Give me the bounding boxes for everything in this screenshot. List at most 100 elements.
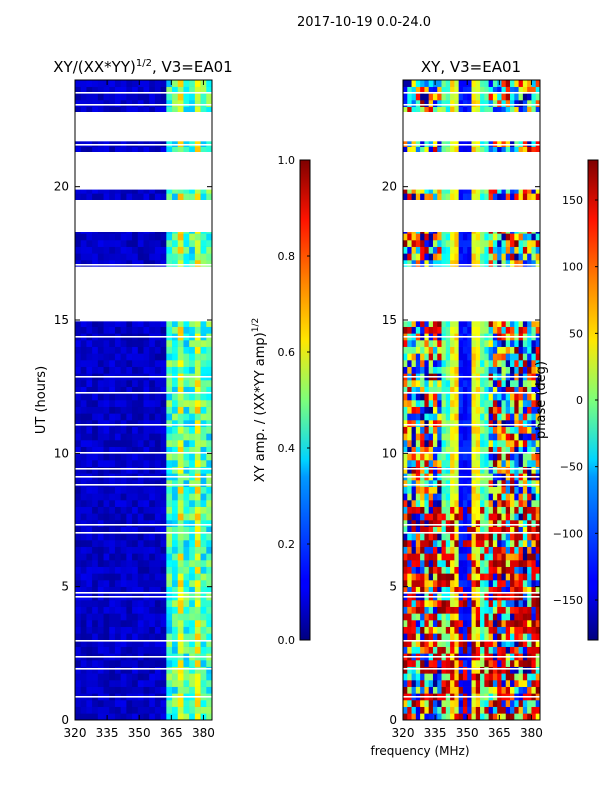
phase-cell [445, 713, 451, 720]
phase-cell [450, 553, 455, 561]
amplitude-cell [189, 666, 196, 674]
amplitude-cell [177, 406, 184, 414]
phase-cell [514, 186, 519, 194]
amplitude-cell [189, 260, 196, 267]
phase-cell [518, 186, 524, 194]
amplitude-cell [80, 706, 87, 714]
amplitude-cell [126, 640, 133, 647]
phase-cell [403, 480, 408, 487]
phase-cell [518, 340, 524, 347]
phase-cell [480, 486, 485, 494]
phase-cell [415, 673, 421, 681]
phase-cell [522, 646, 528, 654]
amplitude-cell [177, 240, 184, 247]
amplitude-cell [143, 626, 150, 634]
phase-cell [432, 600, 438, 607]
amplitude-cell [126, 453, 133, 461]
phase-cell [445, 433, 451, 441]
phase-cell [518, 566, 524, 574]
amplitude-cell [137, 686, 144, 694]
phase-cell [501, 586, 507, 594]
phase-cell [420, 606, 425, 614]
amplitude-heatmap [75, 80, 212, 720]
amplitude-cell [126, 240, 133, 247]
amplitude-cell [200, 540, 207, 547]
phase-cell [458, 600, 464, 607]
phase-cell [505, 553, 511, 561]
phase-cell [450, 686, 455, 694]
amplitude-cell [166, 700, 173, 707]
amplitude-cell [189, 500, 196, 507]
amplitude-cell [194, 440, 201, 447]
phase-cell [462, 580, 468, 587]
phase-cell [441, 493, 447, 501]
phase-cell [454, 640, 459, 647]
amplitude-cell [143, 513, 150, 521]
phase-cell [484, 260, 489, 267]
amplitude-cell [166, 680, 173, 687]
phase-cell [531, 466, 537, 474]
phase-cell [514, 640, 519, 647]
amplitude-cell [194, 240, 201, 247]
phase-cell [471, 506, 477, 514]
phase-cell [428, 620, 434, 627]
amplitude-cell [75, 106, 82, 114]
amplitude-cell [132, 260, 139, 267]
phase-cell [428, 406, 434, 414]
phase-cell [454, 460, 459, 467]
amplitude-cell [149, 686, 156, 694]
phase-cell [510, 513, 515, 521]
phase-cell [411, 573, 417, 581]
phase-cell [527, 526, 532, 534]
phase-cell [467, 626, 472, 634]
amplitude-cell [166, 613, 173, 621]
phase-cell [522, 573, 528, 581]
amplitude-cell [154, 380, 161, 387]
amplitude-cell [172, 506, 179, 514]
phase-cell [437, 706, 442, 714]
amplitude-cell [114, 586, 121, 594]
phase-cell [492, 193, 498, 201]
phase-cell [458, 346, 464, 354]
amplitude-cell [143, 146, 150, 154]
phase-cell [411, 393, 417, 401]
phase-cell [480, 233, 485, 241]
phase-cell [484, 580, 489, 587]
phase-cell [505, 340, 511, 347]
amplitude-cell [75, 633, 82, 641]
amplitude-cell [200, 426, 207, 434]
amplitude-cell [189, 426, 196, 434]
phase-cell [437, 606, 442, 614]
amplitude-cell [126, 600, 133, 607]
amplitude-cell [183, 640, 190, 647]
amplitude-cell [86, 253, 93, 261]
amplitude-cell [166, 353, 173, 361]
phase-cell [535, 620, 540, 627]
amplitude-cell [183, 466, 190, 474]
amplitude-cell [166, 540, 173, 547]
amplitude-cell [109, 426, 116, 434]
phase-cell [505, 253, 511, 261]
amplitude-cell [200, 146, 207, 154]
amplitude-cell [92, 440, 99, 447]
phase-cell [514, 686, 519, 694]
amplitude-cell [86, 573, 93, 581]
amplitude-cell [149, 246, 156, 254]
amplitude-cell [166, 360, 173, 367]
phase-cell [462, 346, 468, 354]
phase-cell [501, 493, 507, 501]
phase-cell [432, 560, 438, 567]
amplitude-cell [132, 453, 139, 461]
phase-cell [501, 646, 507, 654]
phase-cell [424, 526, 429, 534]
phase-cell [411, 500, 417, 507]
phase-cell [462, 240, 468, 247]
amplitude-cell [126, 606, 133, 614]
amplitude-cell [194, 546, 201, 554]
amplitude-cell [114, 626, 121, 634]
amplitude-cell [86, 186, 93, 194]
phase-cell [432, 626, 438, 634]
phase-cell [458, 700, 464, 707]
phase-cell [484, 493, 489, 501]
amplitude-cell [92, 186, 99, 194]
